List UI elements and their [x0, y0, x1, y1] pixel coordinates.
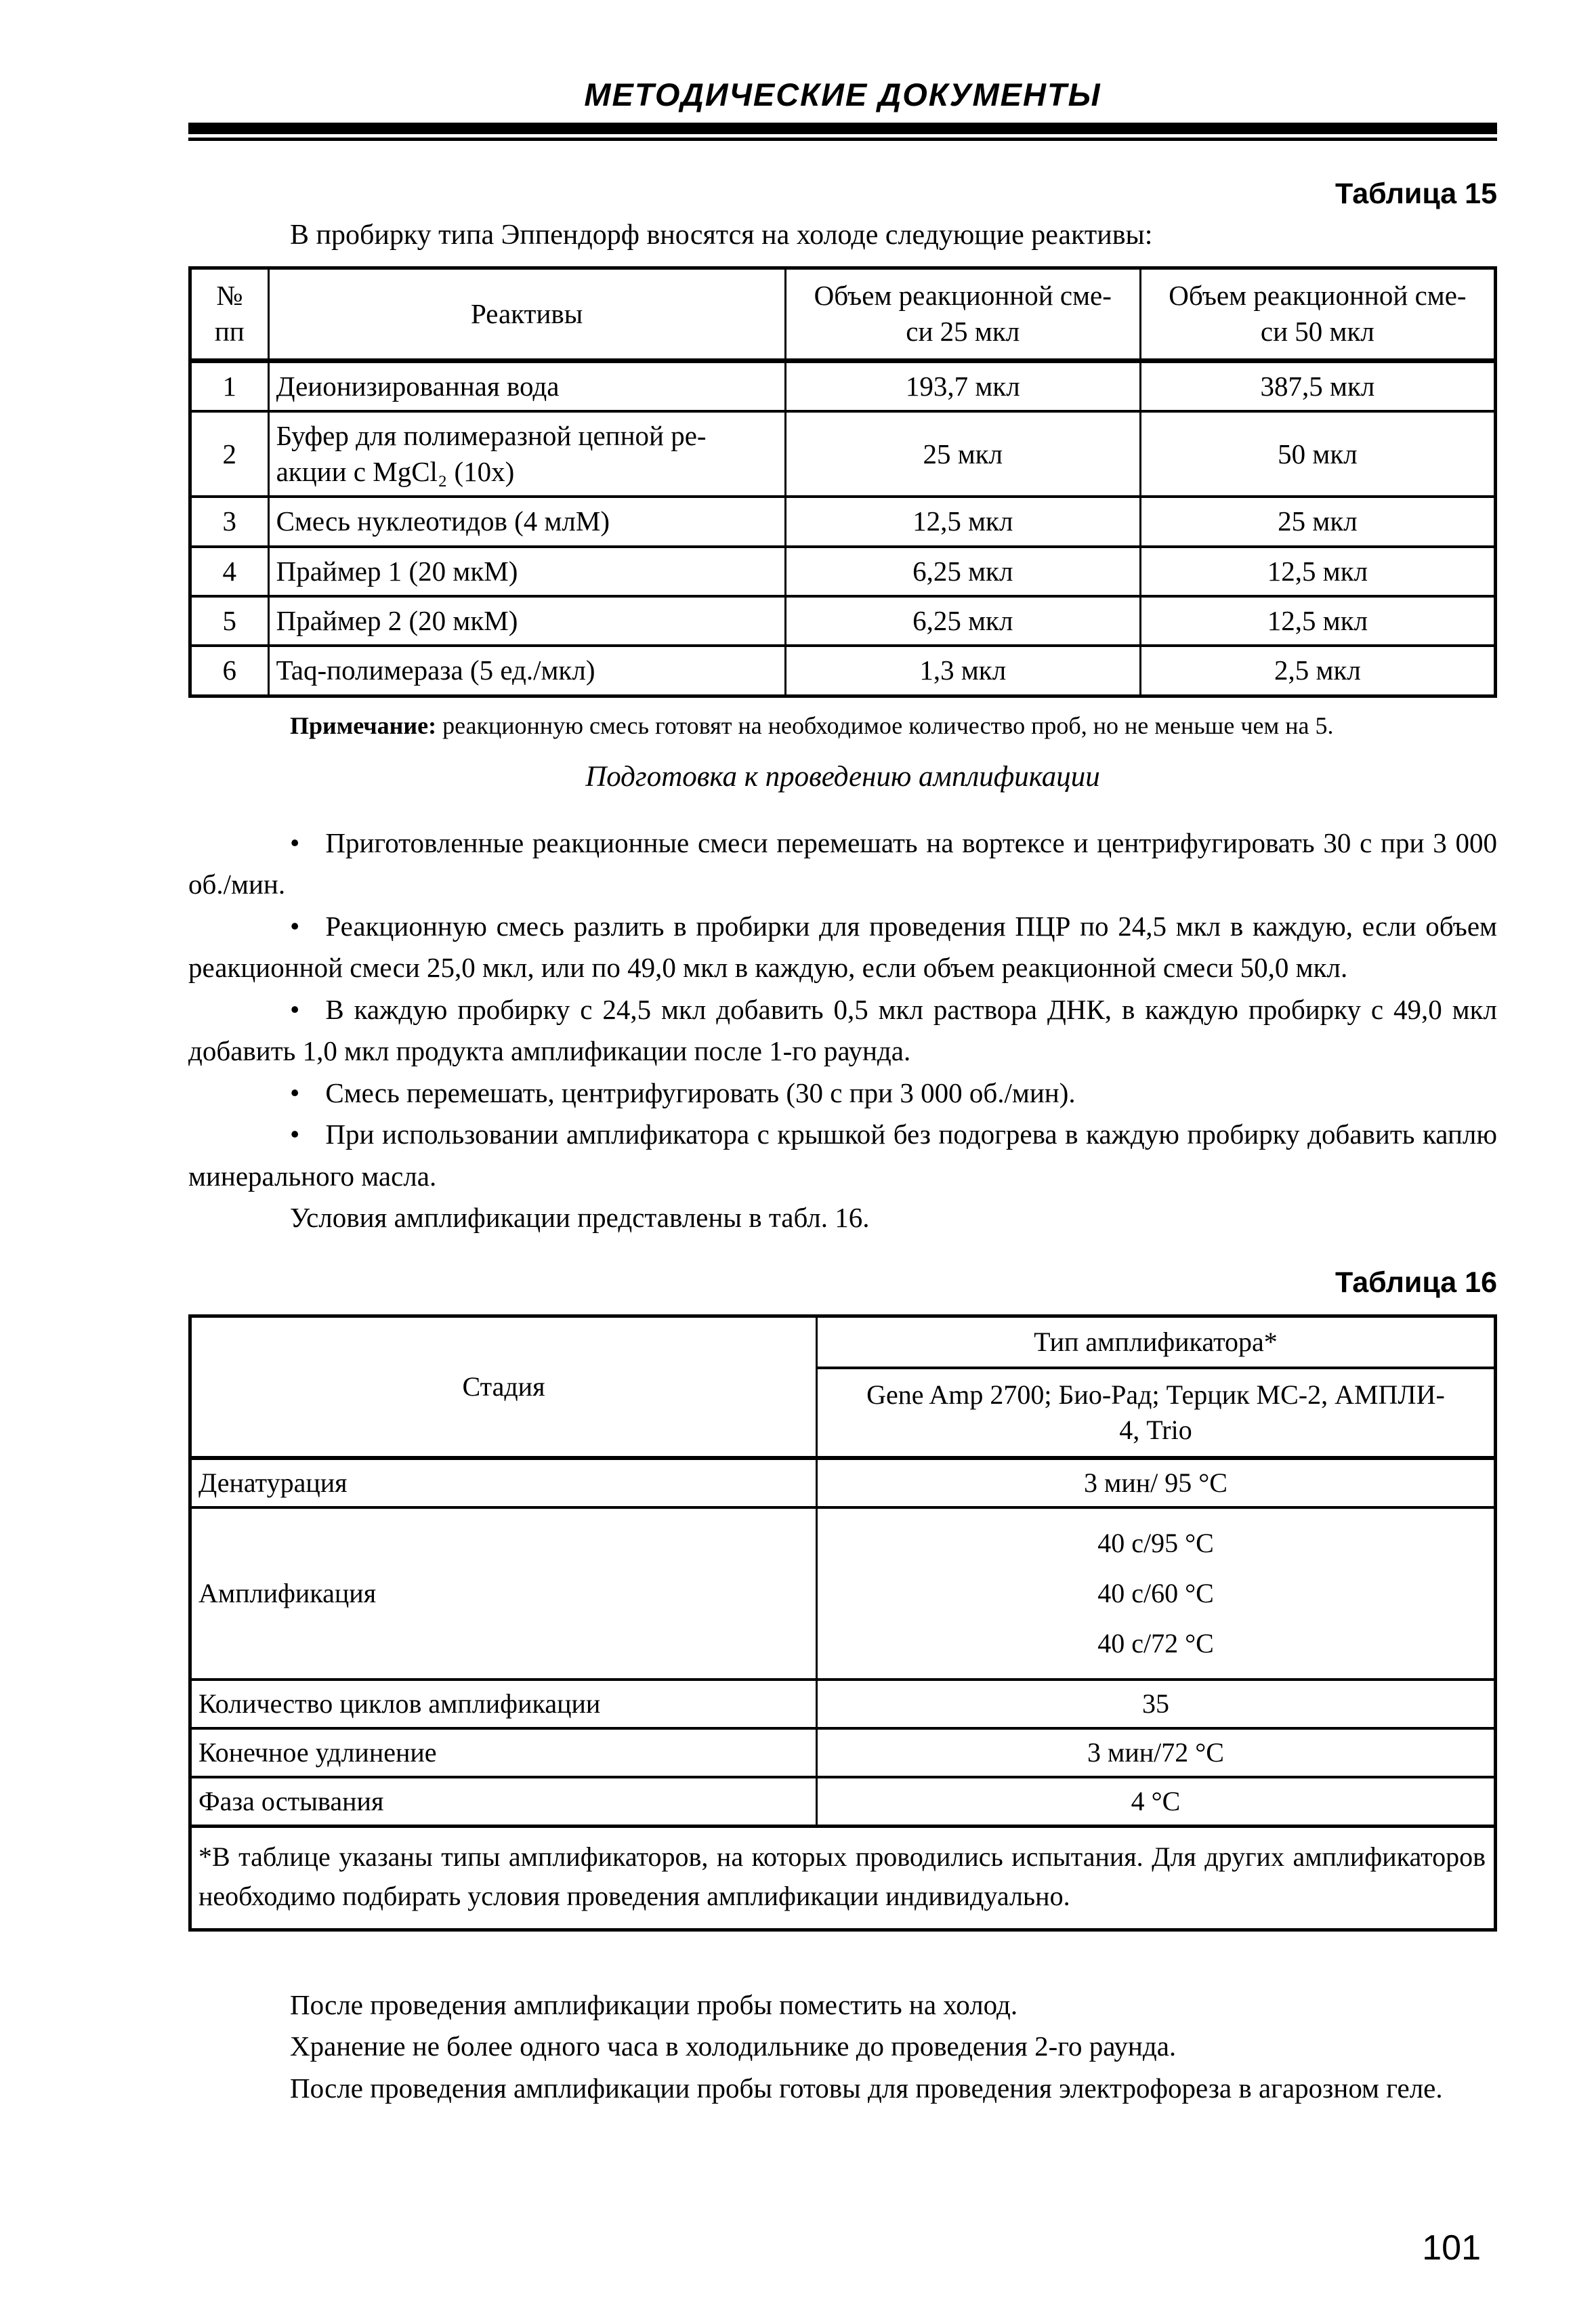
bullet-icon: •: [290, 993, 300, 1025]
table-row: Денатурация 3 мин/ 95 °С: [189, 1456, 1497, 1509]
row-reagent: Деионизированная вода: [267, 359, 786, 413]
preparation-bullet-list: • Приготовленные реакционные смеси переме…: [188, 822, 1497, 1239]
table15-caption: Таблица 15: [1335, 178, 1497, 210]
table16-amplification-table: Стадия Тип амплификатора* Gene Amp 2700;…: [188, 1314, 1497, 1932]
row-stage: Количество циклов амплификации: [189, 1678, 818, 1730]
row-value: 40 с/95 °С 40 с/60 °С 40 с/72 °С: [815, 1505, 1497, 1681]
bullet-text: Приготовленные реакционные смеси перемеш…: [188, 827, 1497, 900]
bullet-icon: •: [290, 910, 300, 942]
row-stage: Конечное удлинение: [189, 1726, 818, 1778]
table-row: Амплификация 40 с/95 °С 40 с/60 °С 40 с/…: [189, 1505, 1497, 1681]
closing-paragraphs: После проведения амплификации пробы поме…: [188, 1984, 1497, 2110]
bullet-icon: •: [290, 1077, 300, 1108]
row-num: 2: [189, 409, 270, 499]
closing-paragraph: После проведения амплификации пробы гото…: [290, 2072, 1443, 2104]
table15-header-vol25: Объем реакционной сме- си 25 мкл: [784, 267, 1141, 363]
row-stage: Фаза остывания: [189, 1775, 818, 1828]
row-vol25: 12,5 мкл: [784, 495, 1141, 548]
row-num: 6: [189, 644, 270, 698]
table15-reagents-table: № пп Реактивы Объем реакционной сме- си …: [188, 266, 1497, 698]
row-vol50: 25 мкл: [1139, 495, 1497, 548]
note-label: Примечание:: [290, 711, 437, 739]
table16-caption: Таблица 16: [1335, 1266, 1497, 1299]
header-double-rule: [188, 123, 1497, 141]
table16-header-row: Стадия Тип амплификатора*: [189, 1314, 1497, 1460]
row-reagent: Праймер 1 (20 мкМ): [267, 545, 786, 598]
row-reagent: Буфер для полимеразной цепной ре- акции …: [267, 409, 786, 499]
bullet-item: • Смесь перемешать, центрифугировать (30 …: [188, 1072, 1497, 1114]
row-num: 1: [189, 359, 270, 413]
table-row: Фаза остывания 4 °С: [189, 1775, 1497, 1828]
table-row: 6 Taq-полимераза (5 ед./мкл) 1,3 мкл 2,5…: [189, 644, 1497, 698]
table-row: 5 Праймер 2 (20 мкМ) 6,25 мкл 12,5 мкл: [189, 595, 1497, 648]
bullet-item: • При использовании амплификатора с крышк…: [188, 1114, 1497, 1197]
row-reagent: Taq-полимераза (5 ед./мкл): [267, 644, 786, 698]
closing-paragraph: Хранение не более одного часа в холодиль…: [290, 2030, 1177, 2062]
row-reagent: Праймер 2 (20 мкМ): [267, 595, 786, 648]
row-vol25: 6,25 мкл: [784, 545, 1141, 598]
row-stage: Амплификация: [189, 1505, 818, 1681]
table-row: Конечное удлинение 3 мин/72 °С: [189, 1726, 1497, 1778]
row-stage: Денатурация: [189, 1456, 818, 1509]
conditions-paragraph: Условия амплификации представлены в табл…: [290, 1202, 870, 1234]
table-row: 2 Буфер для полимеразной цепной ре- акци…: [189, 409, 1497, 499]
bullet-text: При использовании амплификатора с крышко…: [188, 1119, 1497, 1192]
table15-intro: В пробирку типа Эппендорф вносятся на хо…: [290, 220, 1153, 251]
row-vol25: 1,3 мкл: [784, 644, 1141, 698]
bullet-item: • Реакционную смесь разлить в пробирки дл…: [188, 906, 1497, 989]
bullet-text: Смесь перемешать, центрифугировать (30 с…: [325, 1077, 1076, 1108]
row-num: 4: [189, 545, 270, 598]
row-value: 3 мин/72 °С: [815, 1726, 1497, 1778]
row-vol50: 2,5 мкл: [1139, 644, 1497, 698]
row-num: 3: [189, 495, 270, 548]
bullet-icon: •: [290, 827, 300, 858]
table15-header-vol50: Объем реакционной сме- си 50 мкл: [1139, 267, 1497, 363]
table15-header-row: № пп Реактивы Объем реакционной сме- си …: [189, 267, 1497, 363]
row-vol50: 12,5 мкл: [1139, 595, 1497, 648]
bullet-icon: •: [290, 1119, 300, 1150]
table-row: Количество циклов амплификации 35: [189, 1678, 1497, 1730]
row-vol50: 387,5 мкл: [1139, 359, 1497, 413]
row-vol50: 12,5 мкл: [1139, 545, 1497, 598]
row-vol25: 6,25 мкл: [784, 595, 1141, 648]
table15-header-num: № пп: [189, 267, 270, 363]
closing-paragraph: После проведения амплификации пробы поме…: [290, 1988, 1018, 2020]
row-num: 5: [189, 595, 270, 648]
row-reagent: Смесь нуклеотидов (4 млМ): [267, 495, 786, 548]
bullet-item: • В каждую пробирку с 24,5 мкл добавить 0…: [188, 989, 1497, 1072]
page-number: 101: [1422, 2228, 1481, 2268]
table16-header-row2: Gene Amp 2700; Био-Рад; Терцик МС-2, АМП…: [190, 1367, 1497, 1460]
table16-header-amplifier-type: Тип амплификатора*: [815, 1314, 1497, 1369]
table-row: 4 Праймер 1 (20 мкМ) 6,25 мкл 12,5 мкл: [189, 545, 1497, 598]
row-vol25: 25 мкл: [784, 409, 1141, 499]
row-value: 35: [815, 1678, 1497, 1730]
table16-header-amplifier-models: Gene Amp 2700; Био-Рад; Терцик МС-2, АМП…: [815, 1367, 1497, 1460]
table16-footnote-row: *В таблице указаны типы амплификаторов, …: [189, 1824, 1496, 1931]
table-row: 3 Смесь нуклеотидов (4 млМ) 12,5 мкл 25 …: [189, 495, 1497, 548]
bullet-text: В каждую пробирку с 24,5 мкл добавить 0,…: [188, 993, 1497, 1067]
page-header-title: МЕТОДИЧЕСКИЕ ДОКУМЕНТЫ: [584, 77, 1101, 112]
section-heading: Подготовка к проведению амплификации: [585, 760, 1100, 793]
row-value: 3 мин/ 95 °С: [815, 1456, 1497, 1509]
row-vol25: 193,7 мкл: [784, 359, 1141, 413]
table-row: 1 Деионизированная вода 193,7 мкл 387,5 …: [189, 359, 1497, 413]
row-value: 4 °С: [815, 1775, 1497, 1828]
bullet-text: Реакционную смесь разлить в пробирки для…: [188, 910, 1497, 984]
table16-header-stage: Стадия: [189, 1314, 818, 1460]
row-vol50: 50 мкл: [1139, 409, 1497, 499]
table15-header-reagents: Реактивы: [267, 267, 786, 363]
table16-footnote: *В таблице указаны типы амплификаторов, …: [189, 1824, 1496, 1931]
bullet-item: • Приготовленные реакционные смеси переме…: [188, 822, 1497, 906]
table15-note: Примечание: реакционную смесь готовят на…: [188, 711, 1497, 740]
note-text: реакционную смесь готовят на необходимое…: [442, 711, 1334, 739]
